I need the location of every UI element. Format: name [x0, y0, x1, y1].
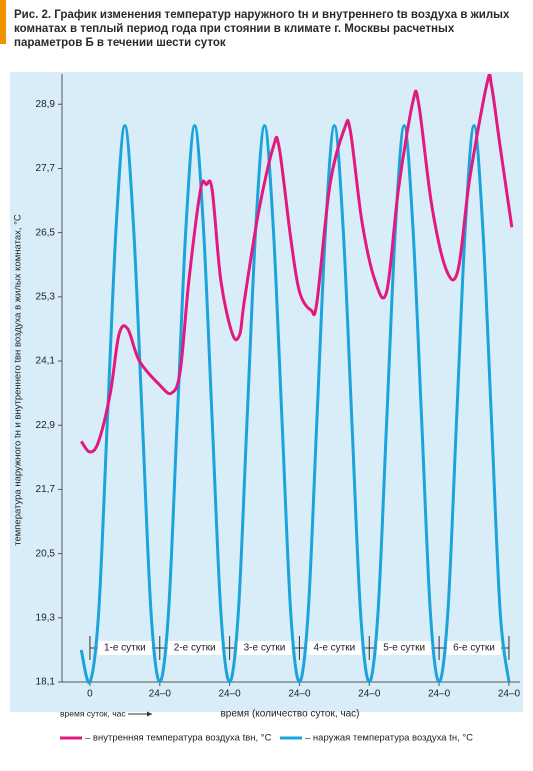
plot-lines	[79, 74, 514, 684]
day-label: 5-е сутки	[383, 643, 425, 654]
day-label-box	[167, 641, 222, 655]
legend-label: – наружая температура воздуха tн, °С	[305, 733, 473, 744]
y-tick-label: 25,3	[36, 291, 56, 302]
x-axis-label: время (количество суток, час)	[220, 709, 359, 720]
day-label: 2-е сутки	[174, 643, 216, 654]
y-tick-label: 18,1	[36, 677, 56, 688]
day-label-box	[237, 641, 292, 655]
y-tick-label: 24,1	[36, 356, 56, 367]
accent-bar	[0, 0, 6, 44]
day-label-box	[97, 641, 152, 655]
legend-label: – внутренняя температура воздуха tвн, °С	[85, 733, 272, 744]
y-tick-label: 22,9	[36, 420, 56, 431]
x-tick-label: 24–0	[358, 689, 381, 700]
y-tick-label: 20,5	[36, 548, 56, 559]
day-label: 6-е сутки	[453, 643, 495, 654]
x-tick-label: 24–0	[288, 689, 311, 700]
day-label: 3-е сутки	[244, 643, 286, 654]
note-arrowhead	[147, 711, 152, 717]
day-label-box	[377, 641, 432, 655]
x-note: время суток, час	[60, 708, 126, 718]
x-tick-label: 24–0	[218, 689, 241, 700]
day-label: 4-е сутки	[313, 643, 355, 654]
series-line	[79, 74, 514, 454]
series-line	[79, 124, 511, 684]
day-label-box	[447, 641, 502, 655]
y-tick-label: 21,7	[36, 484, 56, 495]
y-tick-label: 26,5	[36, 227, 56, 238]
x-tick-label: 0	[87, 689, 93, 700]
x-tick-label: 24–0	[428, 689, 451, 700]
y-tick-label: 27,7	[36, 163, 56, 174]
y-axis-label: температура наружного tн и внутреннего t…	[13, 214, 24, 546]
y-tick-label: 28,9	[36, 99, 56, 110]
chart-title: Рис. 2. График изменения температур нару…	[14, 9, 510, 49]
y-tick-label: 19,3	[36, 612, 56, 623]
day-label: 1-е сутки	[104, 643, 146, 654]
x-tick-label: 24–0	[149, 689, 172, 700]
x-tick-label: 24–0	[498, 689, 521, 700]
day-label-box	[307, 641, 362, 655]
